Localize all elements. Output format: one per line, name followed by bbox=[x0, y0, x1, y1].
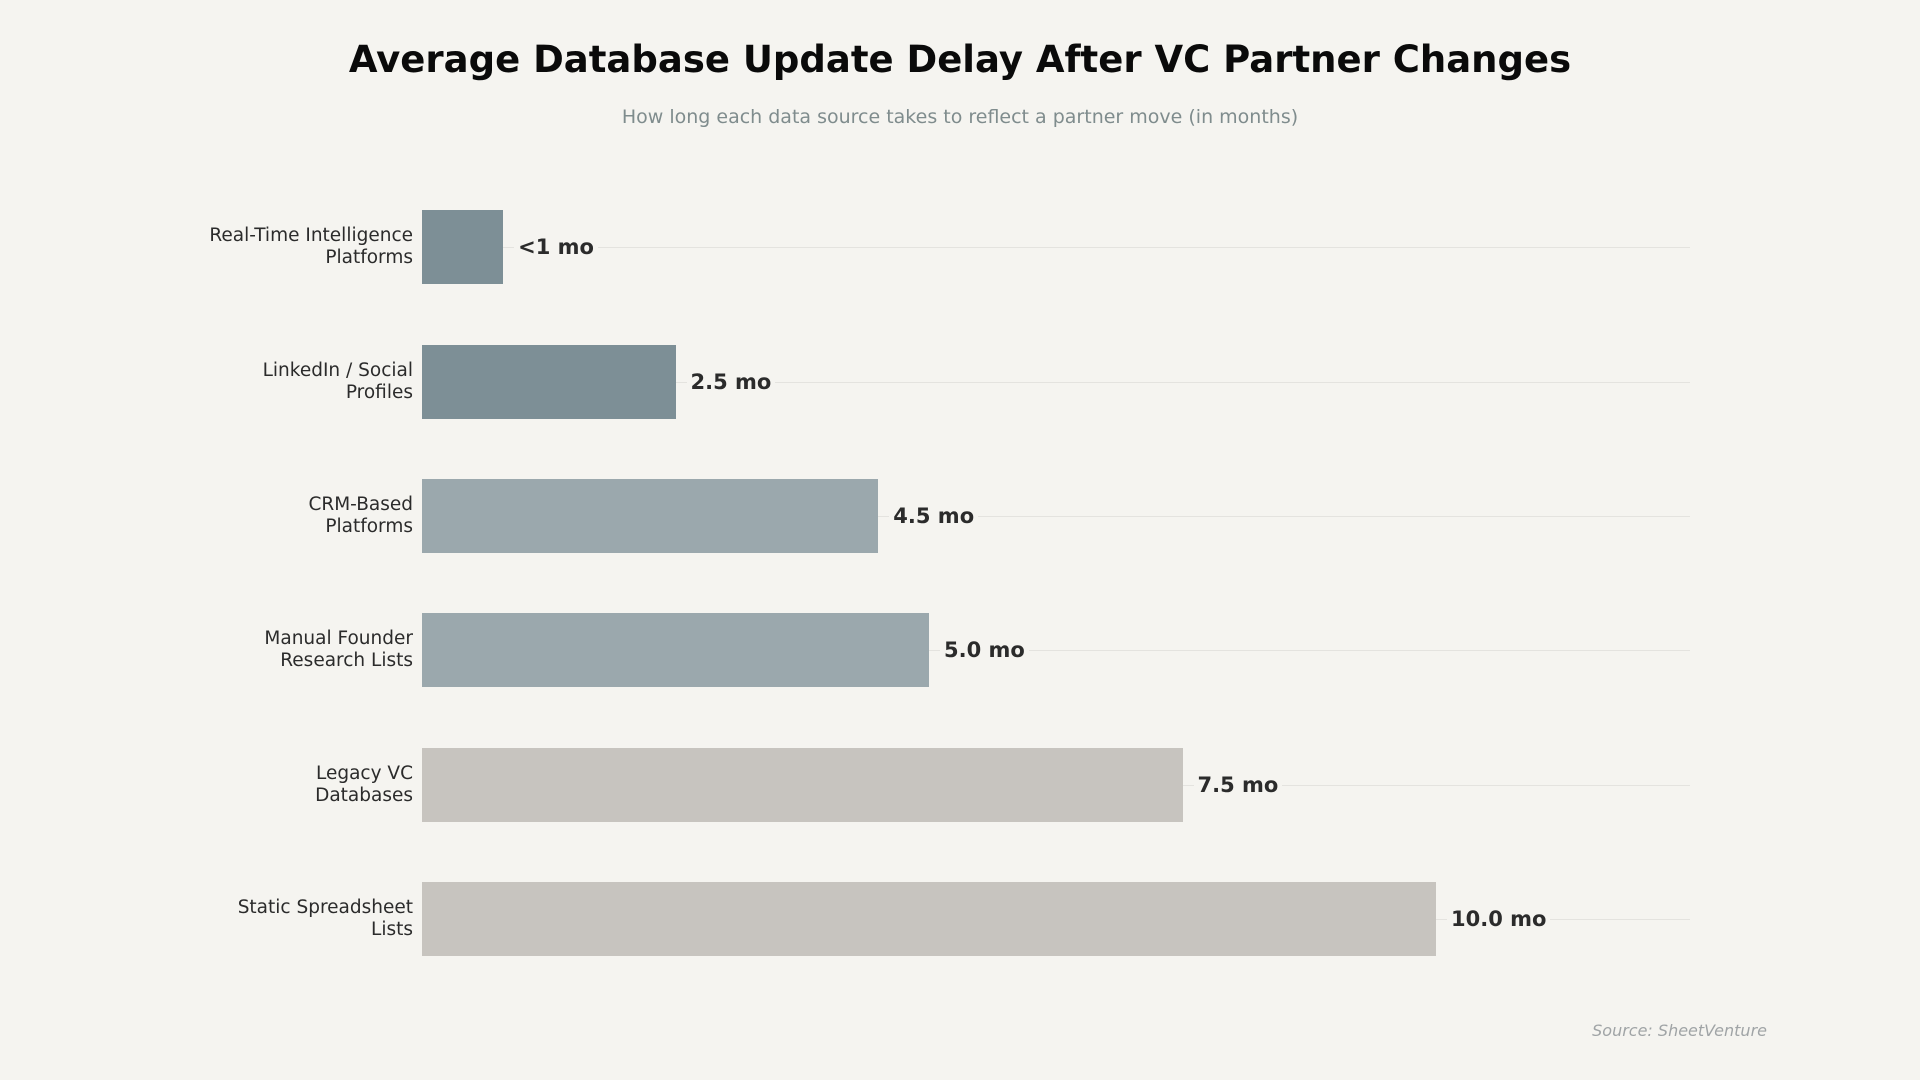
grid-line bbox=[422, 247, 1690, 248]
category-label: LinkedIn / Social Profiles bbox=[262, 360, 413, 403]
category-label: Real-Time Intelligence Platforms bbox=[209, 225, 413, 268]
value-label: 7.5 mo bbox=[1193, 773, 1283, 797]
value-label: 2.5 mo bbox=[686, 370, 776, 394]
bar-row: Legacy VC Databases 7.5 mo bbox=[0, 748, 1920, 822]
value-label: 4.5 mo bbox=[889, 504, 979, 528]
bar-row: LinkedIn / Social Profiles 2.5 mo bbox=[0, 345, 1920, 419]
chart-title: Average Database Update Delay After VC P… bbox=[348, 38, 1572, 81]
value-label: 5.0 mo bbox=[940, 638, 1029, 662]
bar bbox=[422, 613, 929, 687]
bar bbox=[422, 345, 676, 419]
grid-line bbox=[422, 516, 1690, 517]
bar bbox=[422, 210, 504, 284]
chart-subtitle: How long each data source takes to refle… bbox=[621, 106, 1299, 128]
bar bbox=[422, 748, 1183, 822]
bar-row: Real-Time Intelligence Platforms <1 mo bbox=[0, 210, 1920, 284]
category-label: CRM-Based Platforms bbox=[308, 494, 413, 537]
category-label: Static Spreadsheet Lists bbox=[237, 897, 413, 940]
grid-line bbox=[422, 650, 1690, 651]
category-label: Legacy VC Databases bbox=[315, 763, 413, 806]
value-label: <1 mo bbox=[514, 235, 598, 259]
bar-row: Static Spreadsheet Lists 10.0 mo bbox=[0, 882, 1920, 956]
value-label: 10.0 mo bbox=[1447, 907, 1551, 931]
grid-line bbox=[422, 382, 1690, 383]
bar-row: Manual Founder Research Lists 5.0 mo bbox=[0, 613, 1920, 687]
bar bbox=[422, 479, 879, 553]
category-label: Manual Founder Research Lists bbox=[264, 628, 413, 671]
bar-row: CRM-Based Platforms 4.5 mo bbox=[0, 479, 1920, 553]
bar bbox=[422, 882, 1436, 956]
source-note: Source: SheetVenture bbox=[1592, 1021, 1767, 1040]
